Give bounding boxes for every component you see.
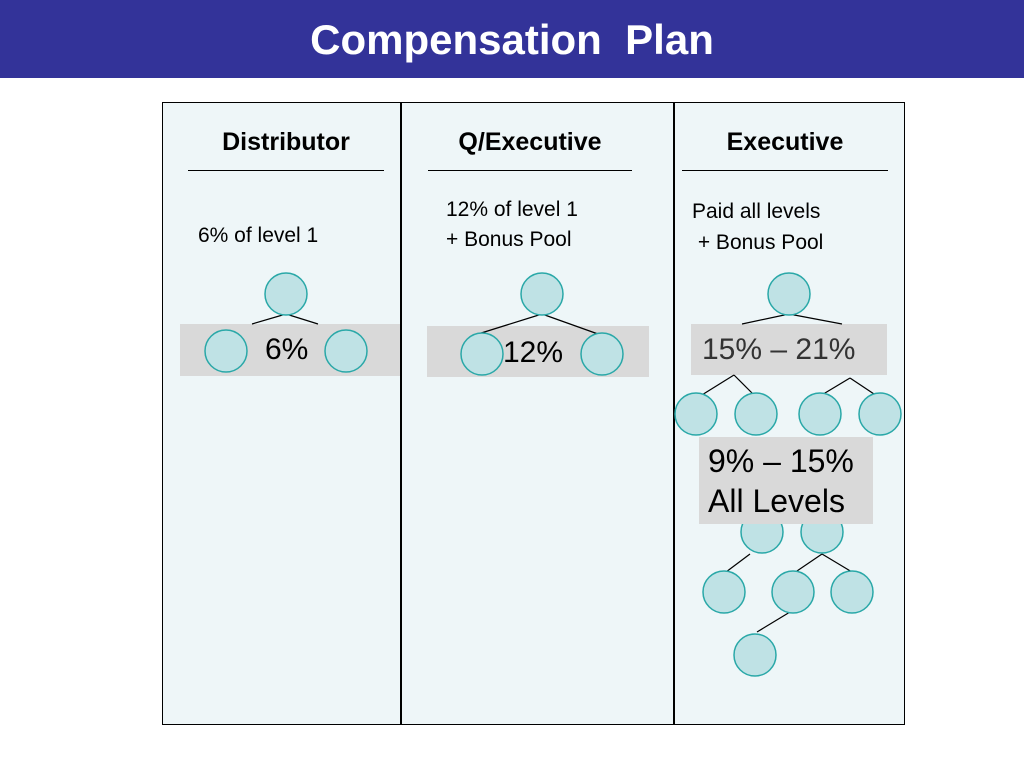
page-title: Compensation Plan — [310, 16, 714, 63]
distributor-rate-label: 6% — [265, 333, 309, 366]
connector-line — [741, 313, 790, 325]
title-banner — [0, 0, 1024, 78]
tree-nodes — [204, 272, 902, 677]
tree-node — [580, 332, 624, 376]
connector-line — [251, 313, 287, 325]
column-title-executive: Executive — [726, 128, 844, 156]
executive-rate-box — [691, 324, 887, 375]
tree-node — [674, 392, 718, 436]
tree-node — [204, 329, 248, 373]
executive-deep-rate-line1: 9% – 15% — [708, 443, 854, 479]
tree-node — [264, 272, 308, 316]
connector-line — [756, 611, 791, 633]
connector-line — [793, 553, 823, 574]
tree-connectors — [251, 313, 881, 633]
connector-line — [477, 313, 543, 335]
plan-panel — [162, 102, 905, 725]
connector-line — [725, 553, 751, 573]
tree-node — [734, 392, 778, 436]
qexecutive-description-line1: 12% of level 1 — [446, 198, 578, 221]
column-rule-distributor — [188, 170, 384, 171]
distributor-description: 6% of level 1 — [198, 224, 319, 247]
column-rule-qexecutive — [428, 170, 632, 171]
executive-deep-rate-line2: All Levels — [708, 483, 845, 519]
tree-node — [798, 392, 842, 436]
tree-node — [733, 633, 777, 677]
column-title-distributor: Distributor — [222, 128, 350, 156]
connector-line — [821, 553, 853, 573]
connector-line — [788, 313, 843, 325]
column-divider-1 — [400, 102, 402, 725]
connector-line — [733, 374, 756, 397]
qexecutive-rate-label: 12% — [503, 336, 564, 369]
tree-node — [858, 392, 902, 436]
tree-node — [324, 329, 368, 373]
tree-node — [520, 272, 564, 316]
column-divider-2 — [673, 102, 675, 725]
executive-description-line2: + Bonus Pool — [692, 231, 824, 254]
tree-node — [771, 570, 815, 614]
tree-node — [830, 570, 874, 614]
tree-node — [460, 332, 504, 376]
column-title-qexecutive: Q/Executive — [458, 128, 602, 156]
connector-line — [285, 313, 319, 325]
qexecutive-description-line2: + Bonus Pool — [446, 228, 572, 251]
tree-node — [767, 272, 811, 316]
executive-description-line1: Paid all levels — [692, 200, 821, 223]
executive-deep-rate-box — [699, 437, 873, 524]
executive-rate-label: 15% – 21% — [702, 333, 856, 366]
column-rule-executive — [682, 170, 888, 171]
connector-line — [541, 313, 599, 335]
tree-node — [702, 570, 746, 614]
